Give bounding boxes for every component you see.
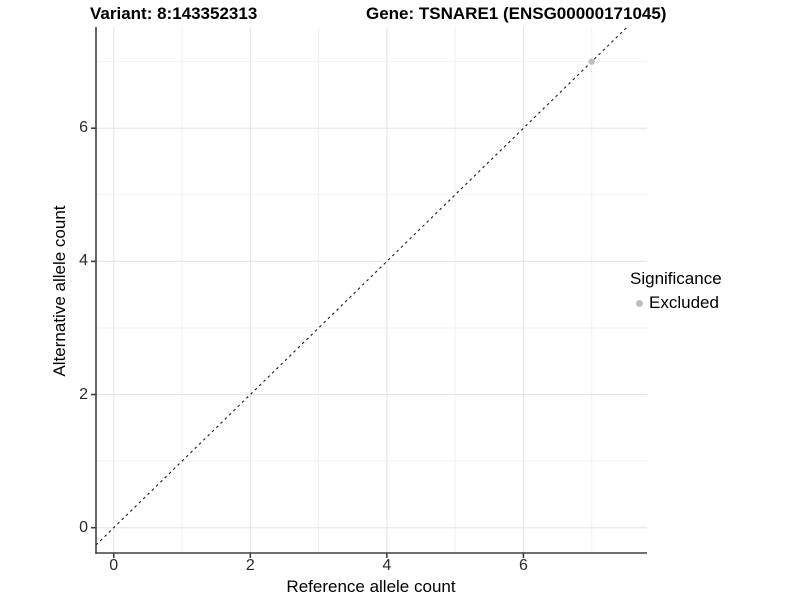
- y-tick-label: 4: [79, 252, 88, 270]
- x-tick-label: 4: [382, 557, 392, 574]
- legend-entry-label: Excluded: [649, 293, 719, 312]
- data-point-excluded: [588, 58, 595, 65]
- y-tick-label: 6: [79, 119, 88, 137]
- x-axis-label: Reference allele count: [286, 577, 456, 596]
- gene-title: Gene: TSNARE1 (ENSG00000171045): [366, 4, 667, 23]
- x-tick-label: 6: [518, 557, 528, 574]
- legend: Significance Excluded: [630, 269, 722, 313]
- y-tick-label: 2: [79, 385, 88, 403]
- x-tick-label: 2: [245, 557, 255, 574]
- plot-panel: [96, 27, 647, 553]
- x-tick-label: 0: [109, 557, 119, 574]
- y-axis-label: Alternative allele count: [50, 205, 69, 377]
- variant-title: Variant: 8:143352313: [90, 4, 258, 23]
- y-tick-label: 0: [79, 518, 88, 536]
- legend-title: Significance: [630, 269, 722, 288]
- excluded-point-icon: [636, 299, 643, 307]
- legend-entry-excluded: Excluded: [630, 293, 722, 313]
- identity-dashed-line: [96, 27, 628, 546]
